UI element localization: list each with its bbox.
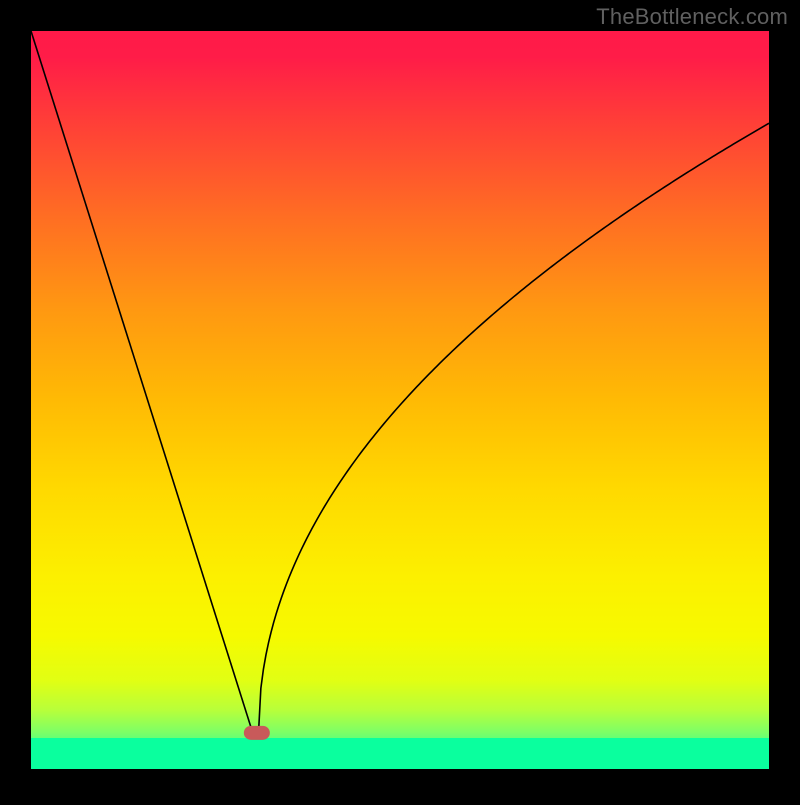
min-marker xyxy=(244,726,270,740)
green-baseline-strip xyxy=(31,738,769,769)
bottleneck-chart: TheBottleneck.com xyxy=(0,0,800,800)
chart-svg xyxy=(0,0,800,800)
plot-gradient-bg xyxy=(31,31,769,769)
watermark-label: TheBottleneck.com xyxy=(596,4,788,30)
